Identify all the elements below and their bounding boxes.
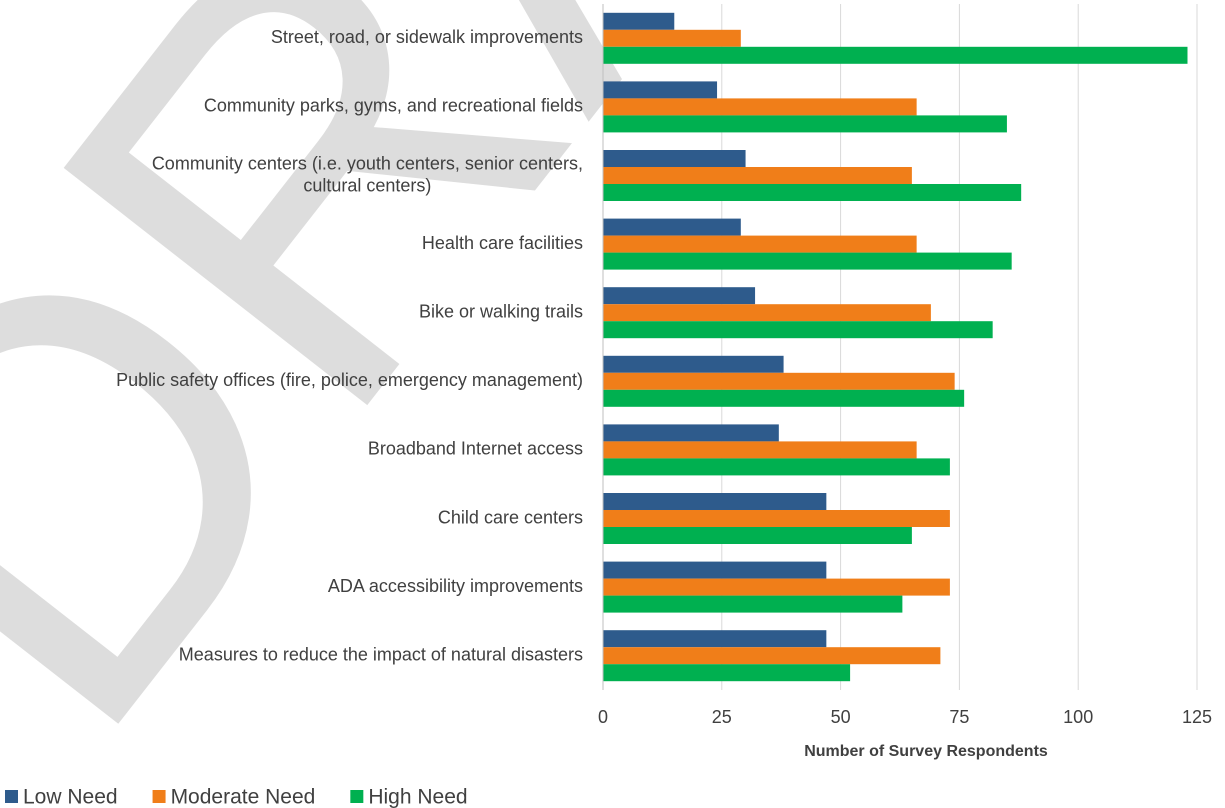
- bar: [603, 184, 1022, 201]
- legend-swatch: [350, 790, 364, 803]
- y-tick-label: ADA accessibility improvements: [328, 576, 583, 596]
- y-tick-label: Community parks, gyms, and recreational …: [204, 96, 583, 116]
- bar: [603, 578, 950, 596]
- y-tick-label: Community centers (i.e. youth centers, s…: [152, 153, 583, 195]
- bar: [603, 389, 965, 407]
- bar: [603, 287, 756, 305]
- bar: [603, 355, 784, 373]
- bar: [603, 372, 955, 390]
- bar: [603, 46, 1188, 64]
- x-tick-label: 25: [712, 707, 732, 727]
- bar: [603, 561, 827, 579]
- bar: [603, 441, 917, 459]
- bar: [603, 235, 917, 253]
- bar: [603, 98, 917, 116]
- bar: [603, 252, 1012, 270]
- x-tick-label: 75: [949, 707, 969, 727]
- bar: [603, 664, 851, 682]
- bar: [603, 630, 827, 648]
- bar: [603, 115, 1007, 133]
- bar: [603, 218, 741, 236]
- y-tick-label: Public safety offices (fire, police, eme…: [116, 370, 583, 390]
- bar: [603, 29, 741, 47]
- bar: [603, 304, 931, 322]
- bar: [603, 12, 675, 30]
- y-tick-label: Street, road, or sidewalk improvements: [271, 27, 583, 47]
- bar: [603, 527, 912, 544]
- y-tick-label: Bike or walking trails: [419, 301, 583, 321]
- y-tick-label: Measures to reduce the impact of natural…: [179, 644, 583, 664]
- y-tick-label: Broadband Internet access: [368, 439, 583, 459]
- bar: [603, 493, 827, 510]
- bar: [603, 321, 993, 339]
- legend-label: High Need: [368, 786, 467, 808]
- legend-swatch: [152, 790, 166, 803]
- y-tick-label: Health care facilities: [422, 233, 583, 253]
- x-tick-label: 100: [1063, 707, 1093, 727]
- bar: [603, 167, 912, 184]
- bar: [603, 595, 903, 613]
- x-tick-label: 125: [1182, 707, 1212, 727]
- bar: [603, 150, 746, 167]
- bar: [603, 647, 941, 665]
- x-tick-label: 0: [598, 707, 608, 727]
- bar: [603, 510, 950, 527]
- legend-swatch: [5, 790, 18, 803]
- y-tick-label: Child care centers: [438, 507, 583, 527]
- legend-label: Low Need: [23, 786, 118, 808]
- x-tick-label: 50: [831, 707, 851, 727]
- bar: [603, 81, 718, 99]
- bar: [603, 458, 950, 476]
- x-axis-title: Number of Survey Respondents: [804, 743, 1048, 760]
- bar: [603, 424, 779, 442]
- legend-label: Moderate Need: [171, 786, 316, 808]
